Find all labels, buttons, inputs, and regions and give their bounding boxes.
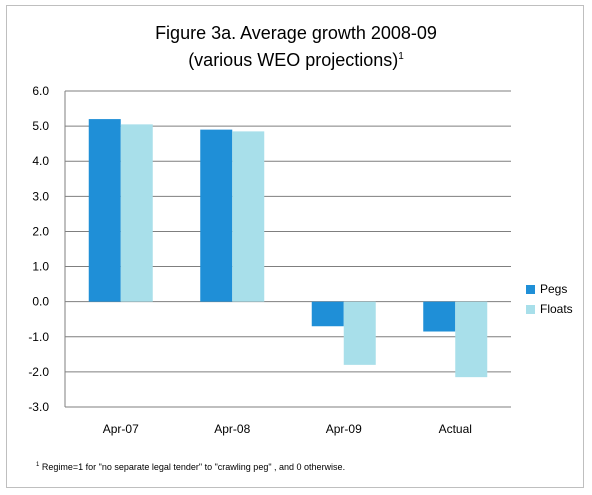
y-tick-label: 5.0: [32, 119, 49, 133]
legend: Pegs Floats: [526, 279, 573, 319]
legend-label-pegs: Pegs: [540, 282, 568, 296]
legend-item-pegs: Pegs: [526, 279, 573, 299]
y-tick-label: 6.0: [32, 84, 49, 98]
x-tick-label: Apr-07: [103, 422, 139, 436]
legend-item-floats: Floats: [526, 299, 573, 319]
chart-title-line1: Figure 3a. Average growth 2008-09: [155, 23, 437, 43]
bar-pegs: [200, 129, 233, 302]
footnote-text: Regime=1 for "no separate legal tender" …: [41, 462, 346, 472]
bar-floats: [455, 301, 488, 378]
y-tick-label: 3.0: [32, 189, 49, 203]
chart-title-line2: (various WEO projections)1: [0, 45, 592, 72]
chart-title-line2-text: (various WEO projections): [188, 50, 399, 70]
x-tick-label: Apr-09: [326, 422, 362, 436]
chart-title-superscript: 1: [398, 51, 404, 62]
y-tick-label: 4.0: [32, 154, 49, 168]
bar-pegs: [311, 301, 344, 327]
x-tick-label: Actual: [439, 422, 472, 436]
x-tick-label: Apr-08: [214, 422, 250, 436]
footnote: 1 Regime=1 for "no separate legal tender…: [36, 462, 345, 472]
bar-floats: [343, 301, 376, 365]
legend-label-floats: Floats: [540, 302, 573, 316]
y-tick-label: -2.0: [28, 365, 49, 379]
bar-pegs: [88, 119, 121, 302]
y-tick-label: -3.0: [28, 400, 49, 414]
y-tick-label: 2.0: [32, 224, 49, 238]
footnote-superscript: 1: [36, 462, 40, 468]
legend-swatch-floats: [526, 304, 535, 314]
bar-floats: [120, 124, 153, 302]
y-tick-label: 1.0: [32, 260, 49, 274]
y-tick-label: -1.0: [28, 330, 49, 344]
bar-pegs: [423, 301, 456, 332]
chart-title: Figure 3a. Average growth 2008-09 (vario…: [0, 22, 592, 72]
bar-floats: [232, 131, 265, 302]
y-tick-label: 0.0: [32, 295, 49, 309]
legend-swatch-pegs: [526, 284, 535, 294]
